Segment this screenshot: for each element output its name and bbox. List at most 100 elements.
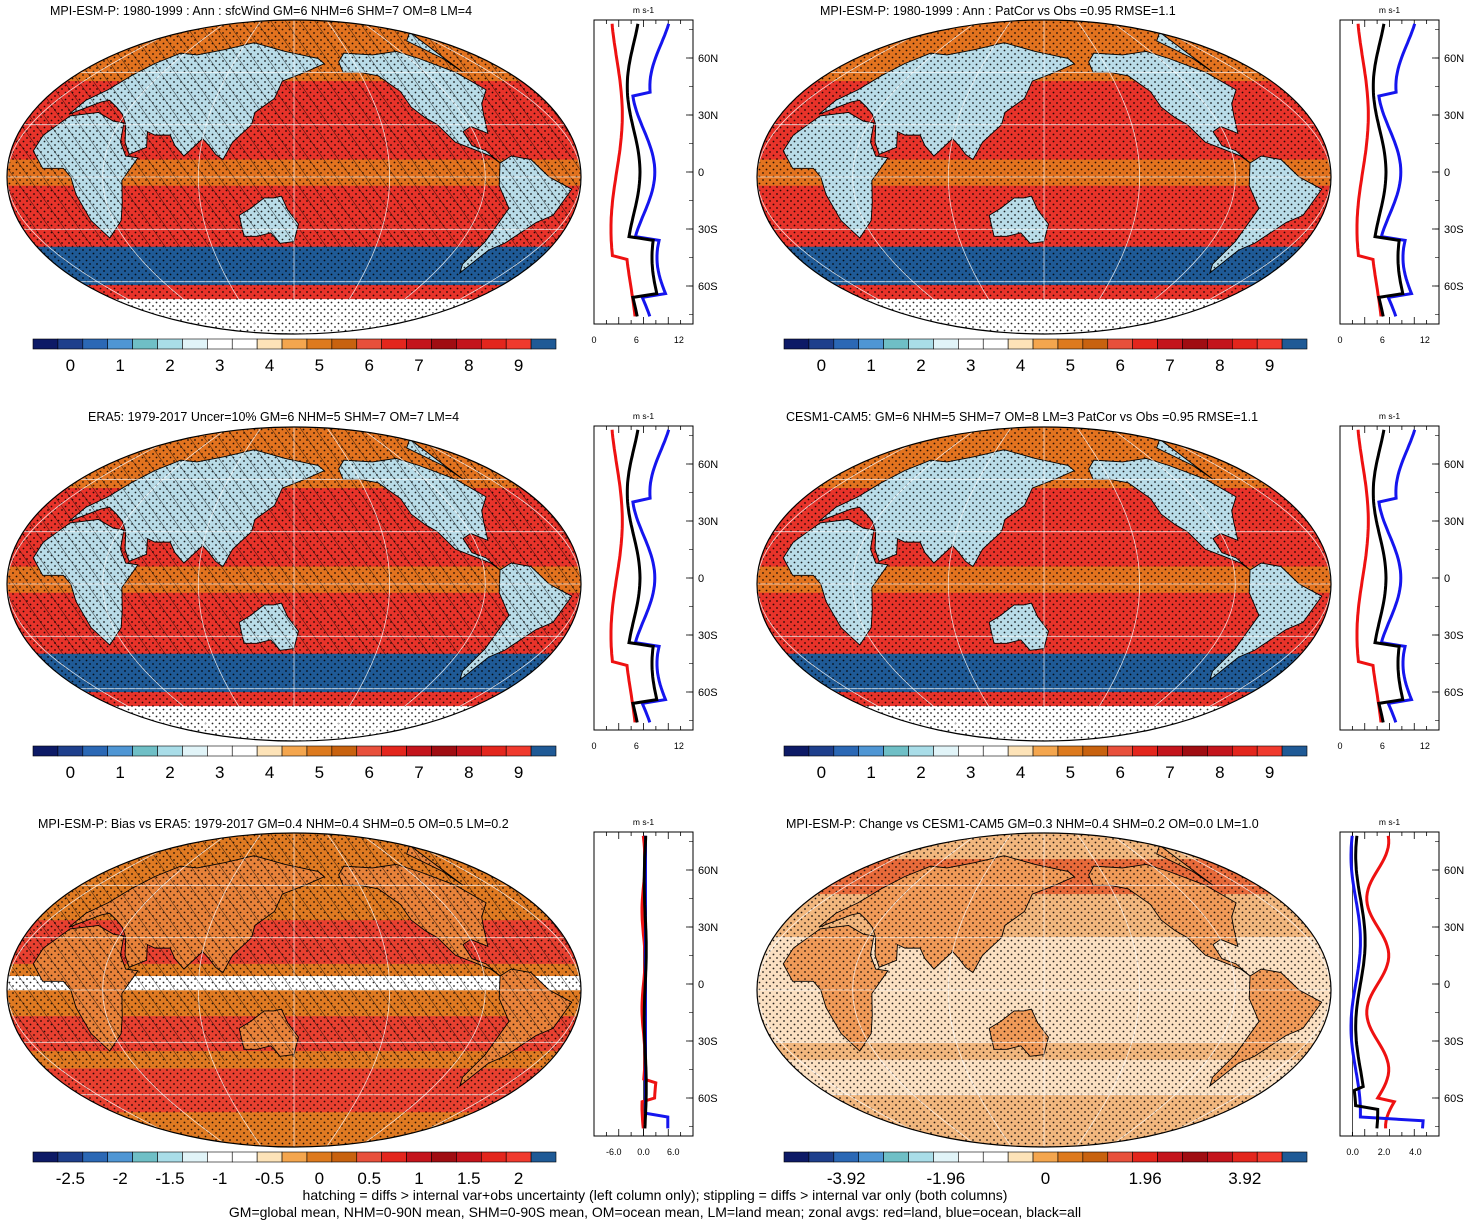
zonal-lat-label: 30S xyxy=(698,1036,718,1048)
colorbar-tick-label: -1.5 xyxy=(155,1169,184,1188)
zonal-line-land xyxy=(1355,429,1383,723)
zonal-lat-label: 30N xyxy=(1444,110,1464,122)
zonal-units-label: m s-1 xyxy=(1379,5,1401,15)
colorbar-p6: -3.92 -1.96 0 1.96 3.92 xyxy=(783,1151,1308,1188)
colorbar-tick-label: 7 xyxy=(1165,356,1174,375)
zonal-x-tick-label: 0.0 xyxy=(637,1147,650,1157)
colorbar-tick-label: 4 xyxy=(1016,763,1025,782)
footer-note-hatching: hatching = diffs > internal var+obs unce… xyxy=(302,1187,1008,1203)
zonal-lat-label: 30S xyxy=(698,224,718,236)
zonal-line-all xyxy=(625,429,659,723)
zonal-lat-label: 30S xyxy=(698,630,718,642)
zonal-line-land xyxy=(609,23,637,317)
colorbar-tick-label: 5 xyxy=(315,763,324,782)
zonal-lat-label: 30N xyxy=(698,516,718,528)
map-p3 xyxy=(6,426,582,742)
zonal-lat-label: 60S xyxy=(698,281,718,293)
zonal-line-all xyxy=(1371,23,1405,317)
colorbar-tick-label: 3 xyxy=(966,356,975,375)
zonal-x-tick-label: 6 xyxy=(634,335,639,345)
zonal-x-tick-label: 12 xyxy=(674,741,684,751)
colorbar-tick-label: 2 xyxy=(165,356,174,375)
map-p2 xyxy=(756,19,1332,335)
colorbar-tick-label: 4 xyxy=(1016,356,1025,375)
panel-title-p4: CESM1-CAM5: GM=6 NHM=5 SHM=7 OM=8 LM=3 P… xyxy=(786,410,1259,424)
zonal-line-land xyxy=(1355,23,1383,317)
map-p5 xyxy=(6,832,582,1148)
colorbar-tick-label: 8 xyxy=(464,763,473,782)
colorbar-tick-label: 8 xyxy=(464,356,473,375)
colorbar-tick-label: 9 xyxy=(514,356,523,375)
zonal-lat-label: 30S xyxy=(1444,1036,1464,1048)
zonal-units-label: m s-1 xyxy=(633,5,655,15)
colorbar-tick-label: 6 xyxy=(364,763,373,782)
colorbar-tick-label: 0 xyxy=(66,763,75,782)
colorbar-tick-label: -1 xyxy=(212,1169,227,1188)
colorbar-tick-label: 0 xyxy=(66,356,75,375)
map-p1 xyxy=(6,19,582,335)
panel-title-p6: MPI-ESM-P: Change vs CESM1-CAM5 GM=0.3 N… xyxy=(786,817,1259,831)
zonal-lat-label: 60N xyxy=(698,459,718,471)
zonal-line-ocean xyxy=(1349,835,1425,1129)
colorbar-tick-label: 1.96 xyxy=(1129,1169,1162,1188)
zonal-x-tick-label: 0 xyxy=(1337,741,1342,751)
zonal-units-label: m s-1 xyxy=(1379,411,1401,421)
colorbar-tick-label: 8 xyxy=(1215,356,1224,375)
colorbar-tick-label: 9 xyxy=(1265,763,1274,782)
zonal-lat-label: 30N xyxy=(1444,922,1464,934)
colorbar-tick-label: 4 xyxy=(265,356,274,375)
colorbar-tick-label: 5 xyxy=(1066,356,1075,375)
zonal-lat-label: 60S xyxy=(1444,281,1464,293)
colorbar-tick-label: 6 xyxy=(364,356,373,375)
zonal-lat-label: 30N xyxy=(1444,516,1464,528)
zonal-mean-plot-p1: m s-1 60N 30N 0 30S 60S 0 6 12 xyxy=(591,5,718,345)
zonal-lat-label: 30S xyxy=(1444,224,1464,236)
zonal-line-all xyxy=(1352,835,1380,1129)
zonal-lat-label: 60S xyxy=(698,687,718,699)
zonal-x-tick-label: 12 xyxy=(1420,335,1430,345)
colorbar-tick-label: 0 xyxy=(1041,1169,1050,1188)
zonal-units-label: m s-1 xyxy=(633,817,655,827)
zonal-line-all xyxy=(642,835,648,1129)
zonal-lat-label: 0 xyxy=(698,573,704,585)
colorbar-p3: 012345678910 xyxy=(32,745,557,782)
zonal-lat-label: 60N xyxy=(1444,53,1464,65)
map-p4 xyxy=(756,426,1332,742)
panel-title-p5: MPI-ESM-P: Bias vs ERA5: 1979-2017 GM=0.… xyxy=(38,817,509,831)
colorbar-p1: 012345678910 xyxy=(32,338,557,375)
colorbar-p4: 012345678910 xyxy=(783,745,1308,782)
zonal-x-tick-label: 0 xyxy=(591,741,596,751)
map-p6 xyxy=(756,832,1332,1148)
zonal-line-land xyxy=(609,429,637,723)
zonal-line-ocean xyxy=(1377,23,1417,317)
zonal-line-ocean xyxy=(631,23,671,317)
zonal-x-tick-label: 6 xyxy=(1380,335,1385,345)
colorbar-tick-label: 6 xyxy=(1115,356,1124,375)
zonal-x-tick-label: 6 xyxy=(1380,741,1385,751)
panel-title-p2: MPI-ESM-P: 1980-1999 : Ann : PatCor vs O… xyxy=(820,4,1176,18)
zonal-line-ocean xyxy=(1377,429,1417,723)
colorbar-tick-label: -3.92 xyxy=(827,1169,866,1188)
panel-title-p3: ERA5: 1979-2017 Uncer=10% GM=6 NHM=5 SHM… xyxy=(88,410,460,424)
colorbar-p2: 012345678910 xyxy=(783,338,1308,375)
colorbar-tick-label: 3.92 xyxy=(1228,1169,1261,1188)
zonal-lat-label: 30N xyxy=(698,110,718,122)
zonal-x-tick-label: -6.0 xyxy=(606,1147,622,1157)
colorbar-tick-label: 1 xyxy=(115,356,124,375)
colorbar-tick-label: -1.96 xyxy=(927,1169,966,1188)
colorbar-tick-label: 1.5 xyxy=(457,1169,481,1188)
colorbar-tick-label: 9 xyxy=(1265,356,1274,375)
zonal-mean-plot-p3: m s-1 60N 30N 0 30S 60S 0 6 12 xyxy=(591,411,718,751)
colorbar-tick-label: 9 xyxy=(514,763,523,782)
colorbar-tick-label: 1 xyxy=(866,356,875,375)
zonal-units-label: m s-1 xyxy=(633,411,655,421)
zonal-lat-label: 30S xyxy=(1444,630,1464,642)
colorbar-tick-label: 7 xyxy=(414,763,423,782)
colorbar-tick-label: 3 xyxy=(215,356,224,375)
colorbar-tick-label: -2 xyxy=(113,1169,128,1188)
colorbar-tick-label: 2 xyxy=(514,1169,523,1188)
zonal-lat-label: 60S xyxy=(1444,687,1464,699)
zonal-lat-label: 60N xyxy=(1444,865,1464,877)
zonal-x-tick-label: 12 xyxy=(674,335,684,345)
colorbar-tick-label: 3 xyxy=(966,763,975,782)
